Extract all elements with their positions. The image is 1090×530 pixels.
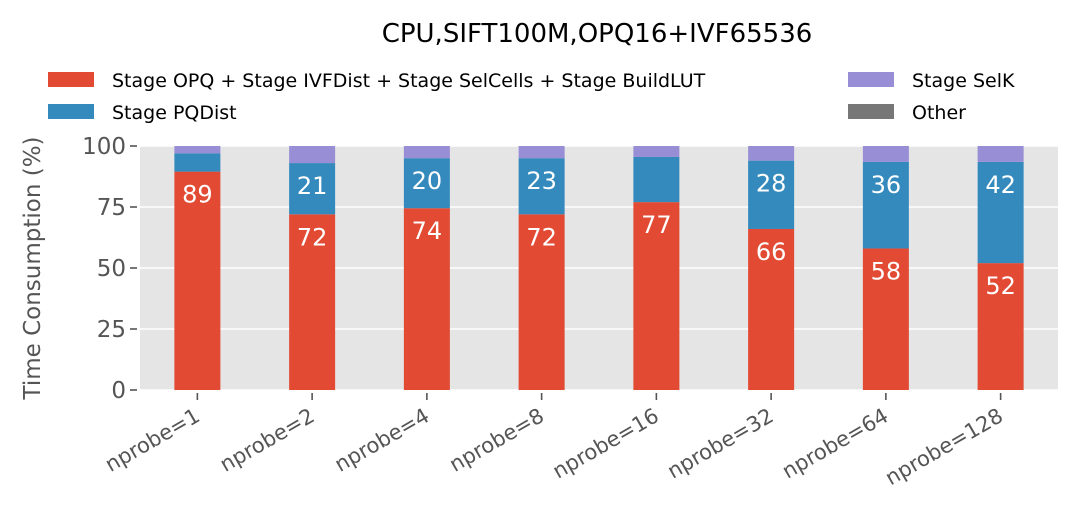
bar-segment [633,202,680,390]
bar-segment [862,146,909,162]
chart-title: CPU,SIFT100M,OPQ16+IVF65536 [382,19,813,49]
legend-label: Stage PQDist [112,102,237,124]
bar-segment [977,161,1024,264]
bar-segment [289,163,336,215]
bar-value-label: 42 [985,171,1016,199]
bar-segment [174,153,221,172]
bar-segment [748,160,795,229]
y-tick-label: 0 [111,378,126,404]
bar-segment [862,161,909,249]
legend: Stage OPQ + Stage IVFDist + Stage SelCel… [48,70,1015,124]
bar-value-label: 72 [526,223,557,251]
x-tick-label: nprobe=1 [101,404,204,477]
legend-swatch [848,72,894,87]
bar-segment [862,248,909,390]
bar-segment [748,146,795,161]
bar-segment [633,146,680,157]
bar-value-label: 74 [412,217,443,245]
bar-segment [518,214,565,390]
x-tick-label: nprobe=32 [663,404,777,484]
legend-swatch [48,72,94,87]
legend-item: Stage OPQ + Stage IVFDist + Stage SelCel… [48,70,706,92]
bar-value-label: 21 [297,172,328,200]
bar-segment [403,158,450,209]
bar-value-label: 58 [871,257,902,285]
x-tick-label: nprobe=128 [881,404,1007,491]
bar-segment [174,171,221,390]
bar-value-label: 77 [641,211,672,239]
bar-value-label: 36 [871,171,902,199]
bar-value-label: 52 [985,272,1016,300]
x-tick-label: nprobe=16 [548,404,662,484]
bar-segment [518,158,565,215]
bar-value-label: 28 [756,170,787,198]
bar-value-label: 23 [526,167,557,195]
bar-segment [633,156,680,203]
x-tick-label: nprobe=4 [331,404,434,477]
legend-label: Other [912,102,966,124]
legend-item: Stage PQDist [48,102,237,124]
y-axis-label: Time Consumption (%) [20,136,46,400]
bar-segment [977,146,1024,162]
legend-swatch [48,104,94,119]
legend-swatch [848,104,894,119]
bar-segment [518,146,565,159]
bar-value-label: 72 [297,223,328,251]
y-tick-label: 25 [97,317,126,343]
bar-value-label: 20 [412,167,443,195]
legend-item: Stage SelK [848,70,1015,92]
bar-segment [174,146,221,154]
bar-segment [289,146,336,164]
legend-label: Stage SelK [912,70,1015,92]
bar-segment [977,263,1024,390]
y-tick-label: 75 [97,195,126,221]
bar-value-label: 89 [182,181,213,209]
plot-area: 0 25 50 75 100 89 nprobe=1 72 21 nprobe=2 74 20 npro… [82,134,1058,490]
legend-label: Stage OPQ + Stage IVFDist + Stage SelCel… [112,70,706,92]
y-tick-label: 50 [97,256,126,282]
x-tick-label: nprobe=64 [778,404,892,484]
bar-segment [403,208,450,390]
bar-segment [289,214,336,390]
x-tick-label: nprobe=8 [445,404,548,477]
y-tick-label: 100 [82,134,126,160]
x-tick-label: nprobe=2 [216,404,319,477]
bar-segment [403,146,450,159]
legend-item: Other [848,102,966,124]
bar-value-label: 66 [756,238,787,266]
bar-segment [748,228,795,390]
